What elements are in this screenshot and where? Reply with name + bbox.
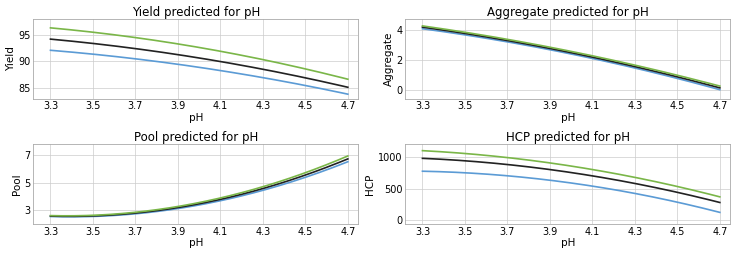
Title: Aggregate predicted for pH: Aggregate predicted for pH [487,6,649,19]
Title: HCP predicted for pH: HCP predicted for pH [506,131,630,144]
X-axis label: pH: pH [561,113,575,123]
Title: Pool predicted for pH: Pool predicted for pH [134,131,258,144]
Y-axis label: HCP: HCP [365,173,375,195]
X-axis label: pH: pH [189,113,203,123]
X-axis label: pH: pH [189,239,203,248]
X-axis label: pH: pH [561,239,575,248]
Y-axis label: Aggregate: Aggregate [383,31,394,86]
Title: Yield predicted for pH: Yield predicted for pH [132,6,260,19]
Y-axis label: Yield: Yield [6,46,15,71]
Y-axis label: Pool: Pool [12,173,21,195]
